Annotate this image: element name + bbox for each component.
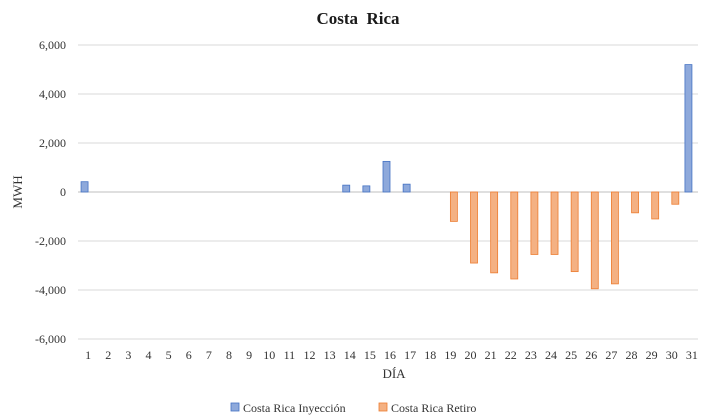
bar-inyeccion [342,184,351,193]
x-tick-label: 11 [284,348,296,362]
x-tick-label: 22 [505,348,517,362]
x-axis-label: DÍA [382,366,406,381]
legend-label: Costa Rica Inyección [243,401,346,415]
x-tick-label: 30 [666,348,678,362]
x-tick-label: 26 [585,348,597,362]
x-tick-label: 10 [263,348,275,362]
bar-retiro [449,191,458,222]
legend-label: Costa Rica Retiro [391,401,476,415]
bar-retiro [590,191,599,290]
grid-layer [78,44,698,340]
x-tick-label: 17 [404,348,416,362]
bar-retiro [651,191,660,220]
bar-inyeccion [382,160,391,193]
x-tick-label: 20 [465,348,477,362]
x-tick-label: 1 [85,348,91,362]
bars [80,64,693,290]
y-tick-label: 2,000 [39,136,66,150]
bar-retiro [550,191,559,255]
x-tick-label: 13 [324,348,336,362]
x-tick-label: 6 [186,348,192,362]
legend-swatch [378,402,388,412]
bar-inyeccion [684,64,693,193]
y-tick-label: -2,000 [35,234,66,248]
bar-retiro [530,191,539,255]
y-axis-label: MWH [10,175,25,208]
x-tick-label: 14 [344,348,356,362]
x-tick-label: 7 [206,348,212,362]
x-tick-label: 15 [364,348,376,362]
x-axis-ticks: 1 2 3 4 5 6 7 8 9 10 11 12 13 14 15 16 17 18 19 20 21 22 23 24 2… [85,348,698,362]
bar-retiro [570,191,579,273]
x-tick-label: 29 [646,348,658,362]
bar-retiro [671,191,680,205]
x-tick-label: 9 [246,348,252,362]
x-tick-label: 31 [686,348,698,362]
y-tick-label: 6,000 [39,38,66,52]
x-tick-label: 4 [145,348,151,362]
x-tick-label: 2 [105,348,111,362]
bar-retiro [631,191,639,214]
chart-title: Costa Rica [316,9,400,28]
x-tick-label: 27 [605,348,617,362]
x-tick-label: 12 [303,348,315,362]
bar-retiro [470,191,478,264]
x-tick-label: 21 [485,348,497,362]
x-tick-label: 19 [444,348,456,362]
legend-swatch [230,402,240,412]
x-tick-label: 18 [424,348,436,362]
legend: Costa Rica Inyección Costa Rica Retiro [230,401,476,415]
x-tick-label: 25 [565,348,577,362]
bar-inyeccion [80,181,89,193]
bar-retiro [490,191,499,274]
bar-inyeccion [402,183,411,193]
y-tick-label: 0 [60,185,66,199]
bar-retiro [510,191,519,280]
x-tick-label: 5 [166,348,172,362]
y-axis-ticks: 6,000 4,000 2,000 0 -2,000 -4,000 -6,000 [35,38,66,346]
y-tick-label: 4,000 [39,87,66,101]
x-tick-label: 23 [525,348,537,362]
y-tick-label: -4,000 [35,283,66,297]
x-tick-label: 28 [626,348,638,362]
x-tick-label: 8 [226,348,232,362]
x-tick-label: 16 [384,348,396,362]
x-tick-label: 24 [545,348,557,362]
x-tick-label: 3 [125,348,131,362]
bar-retiro [611,191,619,285]
y-tick-label: -6,000 [35,332,66,346]
bar-inyeccion [362,185,371,193]
